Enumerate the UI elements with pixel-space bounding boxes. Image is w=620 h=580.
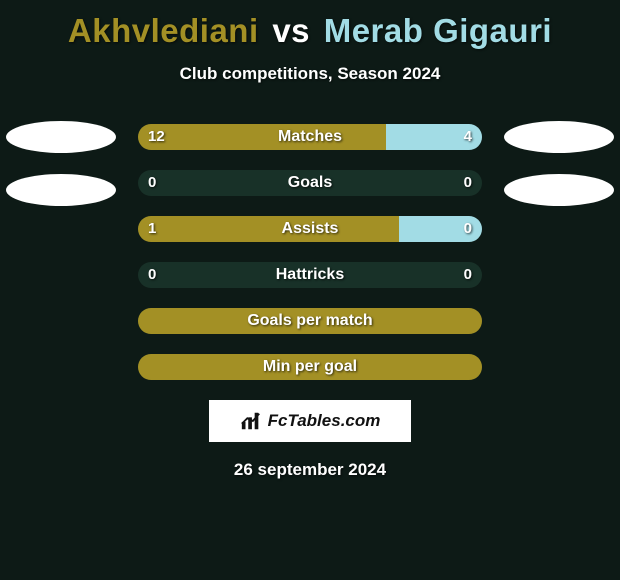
comparison-chart: 124Matches 00Goals 10Assists 00Hattricks Goa… [0, 124, 620, 380]
stat-row: 00Hattricks [0, 262, 620, 288]
stat-bar-track: 00Goals [138, 170, 482, 196]
stat-label: Min per goal [138, 354, 482, 380]
player2-name: Merab Gigauri [324, 12, 552, 49]
date-label: 26 september 2024 [0, 460, 620, 480]
avatar [6, 174, 116, 206]
stat-bar-track: 00Hattricks [138, 262, 482, 288]
stat-bar-track: 10Assists [138, 216, 482, 242]
stat-label: Assists [138, 216, 482, 242]
vs-label: vs [268, 12, 314, 49]
stat-label: Hattricks [138, 262, 482, 288]
subtitle: Club competitions, Season 2024 [0, 64, 620, 84]
stat-label: Goals per match [138, 308, 482, 334]
stat-label: Matches [138, 124, 482, 150]
avatar [504, 121, 614, 153]
stat-bar-track: Goals per match [138, 308, 482, 334]
logo-text: FcTables.com [268, 411, 381, 431]
stat-label: Goals [138, 170, 482, 196]
stat-row: Goals per match [0, 308, 620, 334]
stat-row: 10Assists [0, 216, 620, 242]
stat-bar-track: 124Matches [138, 124, 482, 150]
avatar [6, 121, 116, 153]
stat-row: Min per goal [0, 354, 620, 380]
chart-icon [240, 410, 262, 432]
page-title: Akhvlediani vs Merab Gigauri [0, 0, 620, 50]
stat-bar-track: Min per goal [138, 354, 482, 380]
avatar [504, 174, 614, 206]
player1-name: Akhvlediani [68, 12, 259, 49]
fctables-logo: FcTables.com [209, 400, 411, 442]
